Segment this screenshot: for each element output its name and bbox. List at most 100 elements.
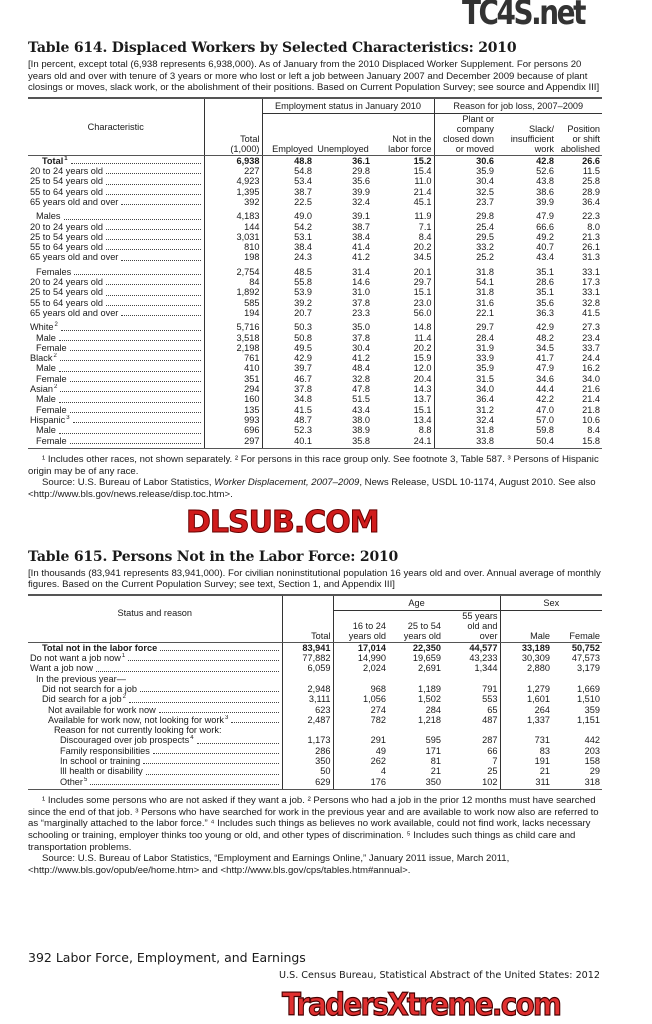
cell-value: 53.4: [261, 176, 314, 187]
cell-value: 44.4: [536, 384, 555, 395]
cell-value: 623: [281, 704, 333, 715]
table-row: 55 to 64 years old 1,395 38.7 39.9 21.4 32.5 3…: [28, 186, 602, 197]
cell-value: 29: [589, 766, 601, 777]
cell-value: [281, 725, 333, 736]
cell-value: 66.6: [536, 221, 555, 232]
cell-value: 350: [388, 776, 443, 790]
table-row: 55 to 64 years old 585 39.2 37.8 23.0 31.6 35.…: [28, 297, 602, 308]
row-label-text: Males: [36, 211, 61, 222]
dot-leader: [143, 763, 279, 765]
cell-value: 50: [281, 766, 333, 777]
table-row: Did not search for a job 2,948 968 1,189 791…: [28, 683, 602, 695]
header-age-25-54: 25 to 54 years old: [388, 610, 443, 643]
table-614-footnote: ¹ Includes other races, not shown separa…: [28, 453, 599, 477]
cell-value: 12.0: [413, 363, 432, 374]
cell-value: 83: [499, 745, 553, 757]
cell-value: 487: [482, 714, 498, 725]
cell-value: 287: [482, 735, 498, 746]
table-row: In the previous year—: [28, 673, 602, 684]
header-male: Male: [499, 610, 553, 643]
row-label-text: Did not search for a job: [42, 683, 137, 694]
cell-value: 203: [584, 745, 601, 756]
cell-value: 54.1: [433, 277, 497, 288]
row-label-text: 65 years old and over: [30, 196, 119, 207]
table-row: Male 410 39.7 48.4 12.0 35.9 47.9 16.2: [28, 363, 602, 374]
page-content: Table 614. Displaced Workers by Selected…: [28, 40, 606, 877]
dot-leader: [63, 218, 201, 220]
cell-value: 3,031: [203, 231, 262, 243]
table-row: Black 2 761 42.9 41.2 15.9 33.9 41.7 24.4: [28, 353, 602, 364]
row-label: Ill health or disability: [28, 766, 282, 776]
cell-value: 8.0: [587, 221, 601, 232]
cell-value: 15.4: [413, 166, 432, 177]
row-label-text: In the previous year—: [36, 673, 126, 684]
cell-value: 41.2: [352, 353, 370, 364]
cell-value: 31.8: [433, 262, 497, 278]
cell-value: 21: [499, 766, 553, 777]
cell-value: 53.1: [261, 231, 314, 243]
cell-value: 32.5: [433, 186, 497, 197]
cell-value: 782: [332, 714, 388, 726]
table-row: 55 to 64 years old 810 38.4 41.4 20.2 33.2 40.…: [28, 242, 602, 253]
dot-leader: [106, 284, 201, 286]
cell-value: 50.8: [261, 332, 314, 343]
row-label: 55 to 64 years old: [28, 187, 204, 197]
row-label-text: Male: [36, 363, 56, 374]
dot-leader: [60, 391, 201, 393]
cell-value: 35.0: [352, 322, 370, 333]
cell-value: 2,948: [281, 683, 333, 695]
cell-value: 34.5: [536, 342, 555, 353]
cell-value: 3,111: [281, 694, 333, 705]
row-label: 20 to 24 years old: [28, 222, 204, 232]
row-label-text: 55 to 64 years old: [30, 186, 104, 197]
table-row: Ill health or disability 50 4 21 25 21 29: [28, 766, 602, 777]
cell-value: 21.3: [582, 231, 601, 242]
row-label: Female: [28, 374, 204, 384]
cell-value: 1,218: [418, 714, 441, 725]
cell-value: 41.2: [352, 252, 370, 263]
cell-value: 595: [425, 735, 441, 746]
table-614-title: Table 614. Displaced Workers by Selected…: [28, 40, 517, 56]
table-row: 20 to 24 years old 144 54.2 38.7 7.1 25.4 66.6…: [28, 221, 602, 232]
cell-value: 29.8: [352, 166, 370, 177]
footnote-marker: 3: [66, 414, 70, 421]
cell-value: 311: [499, 776, 553, 790]
page-footer: 392 Labor Force, Employment, and Earning…: [28, 950, 306, 965]
row-label: Female: [28, 405, 204, 415]
cell-value: 43.8: [536, 176, 555, 187]
table-row: Total 1 6,938 48.8 36.1 15.2 30.6 42.8 26.6: [28, 155, 602, 167]
row-label: Family responsibilities: [28, 746, 282, 756]
cell-value: 25.2: [433, 252, 497, 263]
cell-value: 1,344: [474, 663, 498, 674]
dot-leader: [90, 783, 279, 785]
header-age-55-over: 55 years old and over: [443, 610, 501, 643]
row-label-wrap: 55 to 64 years old: [30, 242, 202, 252]
footnote-marker: 2: [122, 694, 127, 701]
cell-value: 32.4: [433, 414, 497, 426]
cell-value: 31.0: [352, 287, 370, 298]
row-label: Total not in the labor force: [28, 642, 282, 653]
header-female: Female: [552, 610, 603, 643]
row-label-text: Female: [36, 404, 67, 415]
cell-value: [332, 673, 388, 684]
cell-value: 410: [203, 363, 262, 374]
cell-value: 36.4: [433, 394, 497, 405]
cell-value: 48.7: [261, 414, 314, 426]
table-615-source: Source: U.S. Bureau of Labor Statistics,…: [28, 853, 510, 877]
watermark-dlsub-area: DLSUB.COM: [28, 503, 606, 543]
row-label-text: 65 years old and over: [30, 307, 119, 318]
dot-leader: [58, 401, 201, 403]
cell-value: 17.3: [582, 277, 601, 288]
cell-value: 21.8: [582, 404, 601, 415]
cell-value: 158: [584, 756, 601, 767]
cell-value: 17,014: [332, 642, 388, 654]
cell-value: 24.3: [261, 252, 314, 263]
cell-value: 1,669: [577, 683, 601, 694]
dot-leader: [121, 204, 201, 206]
row-label-text: Family responsibilities: [60, 745, 150, 756]
header-sex: Sex: [499, 594, 603, 611]
cell-value: 351: [203, 373, 262, 385]
row-label-wrap: Male: [36, 333, 202, 343]
row-label-text: Reason for not currently looking for wor…: [54, 725, 222, 736]
cell-value: 32.8: [582, 297, 601, 308]
